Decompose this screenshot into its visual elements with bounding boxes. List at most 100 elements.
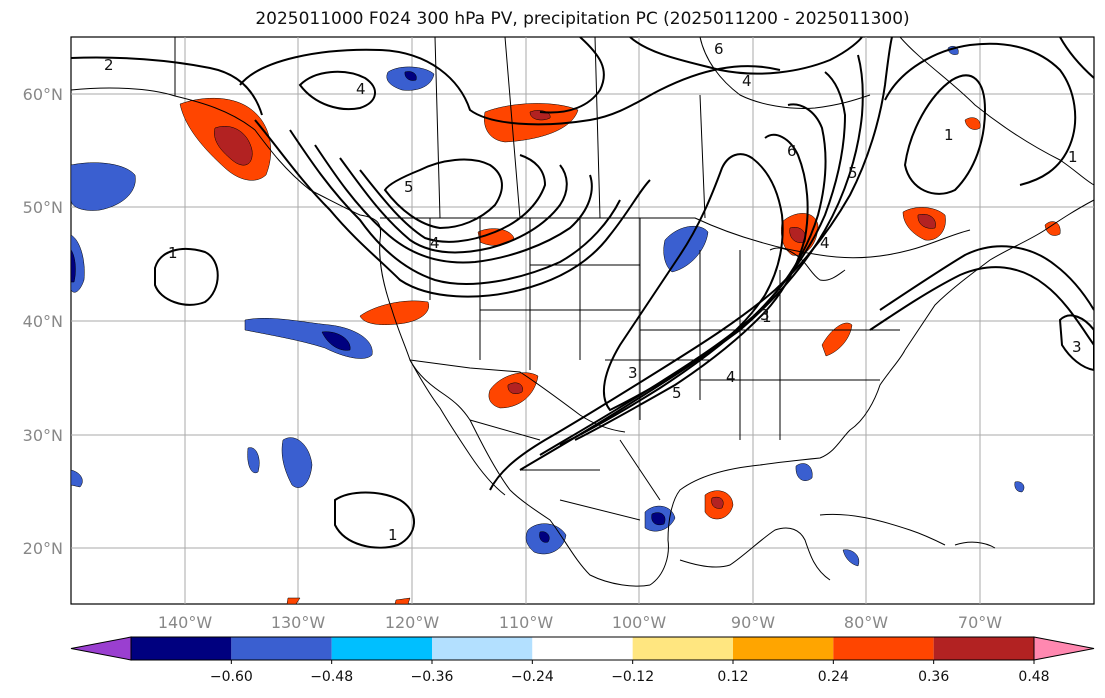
colorbar-outline	[130, 636, 1035, 661]
contour-ridge-5	[574, 133, 809, 441]
contour-label: 1	[762, 308, 772, 326]
contour-label: 2	[104, 56, 114, 74]
coastline-atlantic	[904, 199, 1094, 351]
contour-label: 1	[168, 244, 178, 262]
precip-negative-pacific-south	[281, 437, 313, 488]
pv-contours	[71, 37, 1094, 549]
coastline-baja	[409, 359, 506, 496]
colorbar-segment	[432, 637, 533, 660]
colorbar-tick-label: 0.36	[918, 669, 949, 685]
precip-strong-negative-north	[404, 71, 417, 81]
contour-label: 4	[820, 234, 830, 252]
colorbar-tick-label: −0.48	[310, 669, 353, 685]
colorbar-tick-label: −0.60	[210, 669, 253, 685]
contour-label: 5	[848, 164, 858, 182]
precip-positive-idaho	[477, 228, 515, 246]
contour-2-north	[71, 56, 263, 116]
contour-east-2	[879, 245, 1094, 311]
contour-trough-inner	[383, 158, 503, 230]
precip-negative-gulf-e	[795, 463, 813, 481]
contour-label: 5	[404, 178, 414, 196]
contour-label: 1	[944, 126, 954, 144]
colorbar-tick-label: 0.48	[1018, 669, 1049, 685]
contour-trough-4	[339, 157, 568, 254]
contour-east-1	[869, 266, 1094, 346]
lon-tick-label: 120°W	[385, 613, 440, 632]
contour-label: 4	[430, 234, 440, 252]
colorbar-segment	[131, 637, 232, 660]
precip-positive-appalachia	[821, 322, 853, 357]
contour-label: 1	[1068, 148, 1078, 166]
lon-tick-label: 70°W	[958, 613, 1002, 632]
coastline-yucatan	[679, 527, 831, 581]
precip-strong-great-lakes	[789, 227, 806, 243]
contour-label: 6	[714, 40, 724, 58]
lat-tick-label: 60°N	[23, 85, 63, 104]
precip-strong-negative-pacific-central	[321, 331, 351, 351]
contour-label: 5	[672, 384, 682, 402]
colorbar-segment	[933, 637, 1034, 660]
contour-east-3	[1058, 314, 1094, 372]
colorbar-segment	[532, 637, 633, 660]
precip-strong-positive-gulf	[711, 496, 724, 509]
colorbar-segment	[632, 637, 733, 660]
coastline-pacific	[71, 87, 651, 587]
lon-tick-label: 130°W	[271, 613, 326, 632]
lon-tick-label: 140°W	[158, 613, 213, 632]
latitude-tick-labels: 60°N 50°N 40°N 30°N 20°N	[23, 85, 63, 558]
longitude-tick-labels: 140°W 130°W 120°W 110°W 100°W 90°W 80°W 70°W	[158, 613, 1002, 632]
coastline-labrador	[899, 37, 1094, 186]
precip-negative-pacific-sw	[247, 447, 260, 474]
contour-4-nw	[298, 70, 376, 111]
colorbar-segment	[733, 637, 834, 660]
lon-tick-label: 80°W	[844, 613, 888, 632]
contour-1-pacific	[154, 248, 219, 306]
precip-negative-caribbean	[842, 549, 860, 567]
contour-label: 3	[628, 364, 638, 382]
precip-negative-atlantic-s	[1014, 481, 1025, 493]
precip-strong-southwest	[507, 382, 523, 394]
precip-positive-baja-s	[394, 597, 411, 604]
contour-trough-3	[314, 144, 593, 264]
contour-2-top	[539, 37, 605, 114]
lon-tick-label: 110°W	[499, 613, 554, 632]
contour-label: 4	[726, 368, 736, 386]
border-us-states	[429, 218, 900, 440]
precip-strong-bc-coast	[214, 126, 253, 166]
lat-tick-label: 40°N	[23, 312, 63, 331]
contour-label: 1	[388, 526, 398, 544]
coastline-gulf	[649, 349, 906, 586]
contour-label: 6	[787, 142, 797, 160]
lon-tick-label: 100°W	[612, 613, 667, 632]
border-us-canada	[380, 217, 971, 259]
lon-tick-label: 90°W	[731, 613, 775, 632]
colorbar-tick-labels: −0.60 −0.48 −0.36 −0.24 −0.12 0.12 0.24 0.36 0.4…	[210, 660, 1050, 685]
precip-strong-negative-gulf-w	[651, 512, 666, 526]
contour-trough-2	[289, 129, 621, 285]
border-canada-provinces	[434, 37, 706, 219]
lat-tick-label: 20°N	[23, 539, 63, 558]
precip-positive-atlantic	[1044, 221, 1061, 236]
precip-positive-pacific-s	[286, 597, 301, 604]
contour-ridge-4	[559, 103, 827, 446]
contour-ne-3	[1059, 37, 1094, 79]
contour-trough-5	[359, 154, 547, 243]
precip-negative-far-west	[71, 469, 83, 488]
contour-ridge-inner	[602, 153, 784, 412]
colorbar	[70, 636, 1095, 661]
coastline-cuba	[819, 513, 946, 546]
lat-tick-label: 50°N	[23, 198, 63, 217]
precip-positive-nw-us	[359, 300, 430, 325]
map-title: 2025011000 F024 300 hPa PV, precipitatio…	[255, 9, 910, 29]
colorbar-tick-label: −0.12	[611, 669, 654, 685]
colorbar-extend-high	[1033, 636, 1095, 661]
contour-ne-2	[884, 42, 1077, 186]
precip-strong-quebec	[917, 214, 936, 229]
lat-tick-label: 30°N	[23, 426, 63, 445]
border-us-mexico	[409, 359, 626, 433]
precip-positive-east	[964, 117, 981, 130]
colorbar-tick-label: −0.36	[411, 669, 454, 685]
colorbar-segment	[231, 637, 332, 660]
contour-4-large	[239, 48, 781, 126]
coastline-greatlakes	[769, 247, 846, 281]
